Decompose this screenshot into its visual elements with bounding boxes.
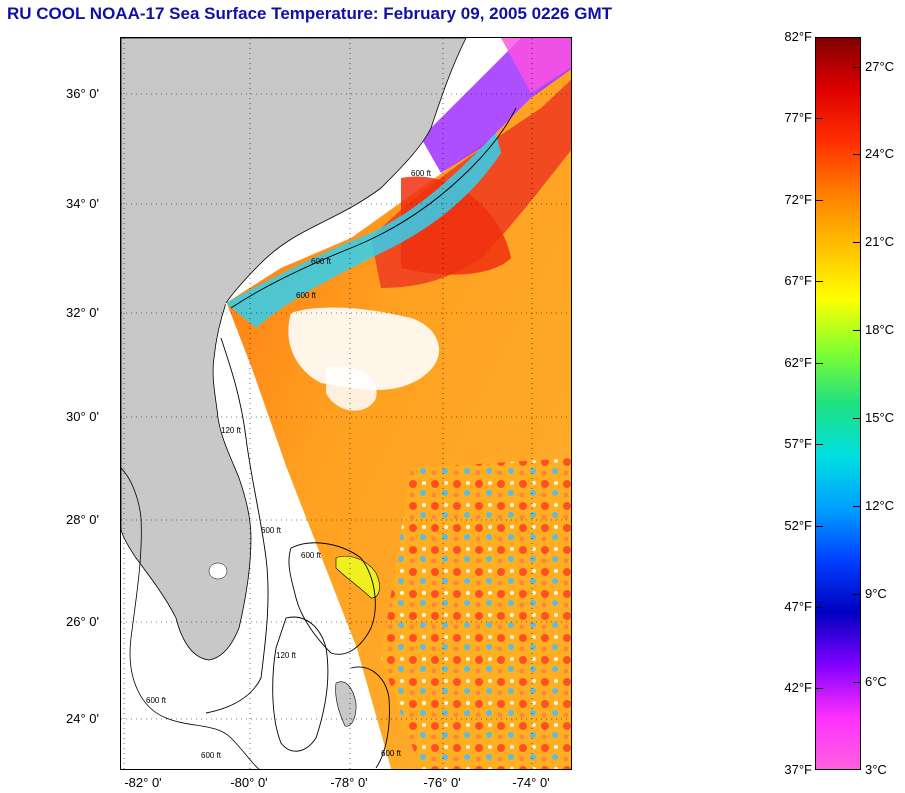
- lat-label: 26° 0': [66, 614, 99, 629]
- fahrenheit-label: 42°F: [784, 680, 812, 695]
- fahrenheit-label: 47°F: [784, 599, 812, 614]
- lon-label: -82° 0': [124, 775, 162, 790]
- sst-map: 600 ft 600 ft 600 ft 120 ft 600 ft 600 f…: [120, 37, 572, 770]
- celsius-tick: [853, 67, 861, 68]
- fahrenheit-label: 67°F: [784, 273, 812, 288]
- contour-label: 600 ft: [261, 526, 282, 535]
- fahrenheit-label: 57°F: [784, 436, 812, 451]
- contour-label: 600 ft: [296, 291, 317, 300]
- fahrenheit-tick: [815, 118, 823, 119]
- fahrenheit-label: 62°F: [784, 355, 812, 370]
- celsius-label: 27°C: [865, 59, 895, 74]
- contour-label: 120 ft: [276, 651, 297, 660]
- temperature-colorbar: [815, 37, 861, 770]
- fahrenheit-tick: [815, 444, 823, 445]
- contour-label: 600 ft: [381, 749, 402, 758]
- fahrenheit-label: 52°F: [784, 518, 812, 533]
- lon-label: -80° 0': [230, 775, 268, 790]
- map-title: RU COOL NOAA-17 Sea Surface Temperature:…: [7, 4, 612, 23]
- fahrenheit-label: 82°F: [784, 29, 812, 44]
- shelf-water: [226, 133, 501, 328]
- contour-label: 600 ft: [301, 551, 322, 560]
- contour-600ft: [230, 107, 517, 309]
- celsius-tick: [853, 330, 861, 331]
- celsius-tick: [853, 682, 861, 683]
- fahrenheit-tick: [815, 688, 823, 689]
- fahrenheit-tick: [815, 281, 823, 282]
- celsius-label: 15°C: [865, 410, 895, 425]
- contour-label: 600 ft: [146, 696, 167, 705]
- land-mass: [121, 38, 467, 661]
- contour-600ft: [205, 337, 269, 714]
- swath-edge: [225, 302, 392, 769]
- graticule: [121, 38, 571, 769]
- celsius-tick: [853, 594, 861, 595]
- sst-map-canvas: 600 ft 600 ft 600 ft 120 ft 600 ft 600 f…: [121, 38, 571, 769]
- fahrenheit-tick: [815, 526, 823, 527]
- celsius-label: 12°C: [865, 498, 895, 513]
- celsius-tick: [853, 418, 861, 419]
- contour-label: 600 ft: [201, 751, 222, 760]
- contour-600ft: [350, 666, 390, 769]
- contour-label: 600 ft: [311, 257, 332, 266]
- contour-label: 600 ft: [411, 169, 432, 178]
- cloud-patch: [326, 366, 377, 411]
- contour-gulf: [121, 467, 260, 769]
- fahrenheit-tick: [815, 363, 823, 364]
- lon-label: -74° 0': [512, 775, 550, 790]
- lon-label: -76° 0': [423, 775, 461, 790]
- contour-600ft: [288, 542, 376, 655]
- lat-label: 30° 0': [66, 409, 99, 424]
- celsius-label: 21°C: [865, 234, 895, 249]
- lat-label: 32° 0': [66, 305, 99, 320]
- coldest-water: [501, 38, 571, 93]
- celsius-tick: [853, 242, 861, 243]
- fahrenheit-label: 37°F: [784, 762, 812, 777]
- lat-label: 34° 0': [66, 196, 99, 211]
- lat-label: 28° 0': [66, 512, 99, 527]
- fahrenheit-label: 77°F: [784, 110, 812, 125]
- celsius-tick: [853, 506, 861, 507]
- lat-label: 36° 0': [66, 86, 99, 101]
- eddy-field: [381, 458, 571, 769]
- fahrenheit-tick: [815, 200, 823, 201]
- celsius-label: 24°C: [865, 146, 895, 161]
- bahamas-island: [335, 681, 357, 727]
- celsius-label: 18°C: [865, 322, 895, 337]
- fahrenheit-label: 72°F: [784, 192, 812, 207]
- lon-label: -78° 0': [330, 775, 368, 790]
- celsius-tick: [853, 154, 861, 155]
- celsius-label: 6°C: [865, 674, 887, 689]
- celsius-label: 3°C: [865, 762, 887, 777]
- celsius-label: 9°C: [865, 586, 887, 601]
- contour-label: 120 ft: [221, 426, 242, 435]
- lake-okeechobee: [208, 562, 228, 580]
- contour-120ft: [272, 616, 329, 752]
- fahrenheit-tick: [815, 607, 823, 608]
- bahamas-island: [335, 555, 380, 599]
- lat-label: 24° 0': [66, 711, 99, 726]
